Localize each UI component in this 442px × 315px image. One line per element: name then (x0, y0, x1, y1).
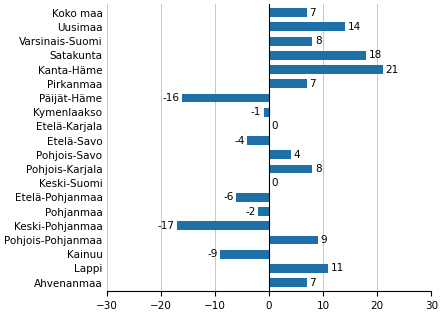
Text: -4: -4 (234, 135, 244, 146)
Bar (269, 65, 383, 74)
Bar (269, 236, 318, 244)
Text: -17: -17 (157, 221, 174, 231)
Bar (258, 207, 269, 216)
Text: -16: -16 (163, 93, 179, 103)
Text: 14: 14 (347, 22, 361, 32)
Text: 7: 7 (309, 278, 316, 288)
Text: 4: 4 (293, 150, 300, 160)
Bar (247, 136, 269, 145)
Text: -9: -9 (207, 249, 217, 259)
Bar (269, 37, 312, 45)
Text: 18: 18 (369, 50, 382, 60)
Text: 0: 0 (272, 178, 278, 188)
Bar (269, 8, 307, 17)
Bar (269, 278, 307, 287)
Bar (269, 22, 345, 31)
Bar (220, 250, 269, 259)
Text: -6: -6 (223, 192, 234, 202)
Bar (269, 51, 366, 60)
Text: 0: 0 (272, 121, 278, 131)
Text: -2: -2 (245, 207, 255, 216)
Bar (269, 79, 307, 88)
Bar (183, 94, 269, 102)
Text: 9: 9 (320, 235, 327, 245)
Text: 21: 21 (385, 65, 399, 75)
Text: 8: 8 (315, 36, 321, 46)
Text: 8: 8 (315, 164, 321, 174)
Bar (263, 108, 269, 117)
Text: 11: 11 (331, 263, 344, 273)
Bar (269, 150, 290, 159)
Text: 7: 7 (309, 79, 316, 89)
Bar (236, 193, 269, 202)
Text: 7: 7 (309, 8, 316, 18)
Text: -1: -1 (251, 107, 261, 117)
Bar (177, 221, 269, 230)
Bar (269, 164, 312, 173)
Bar (269, 264, 328, 273)
